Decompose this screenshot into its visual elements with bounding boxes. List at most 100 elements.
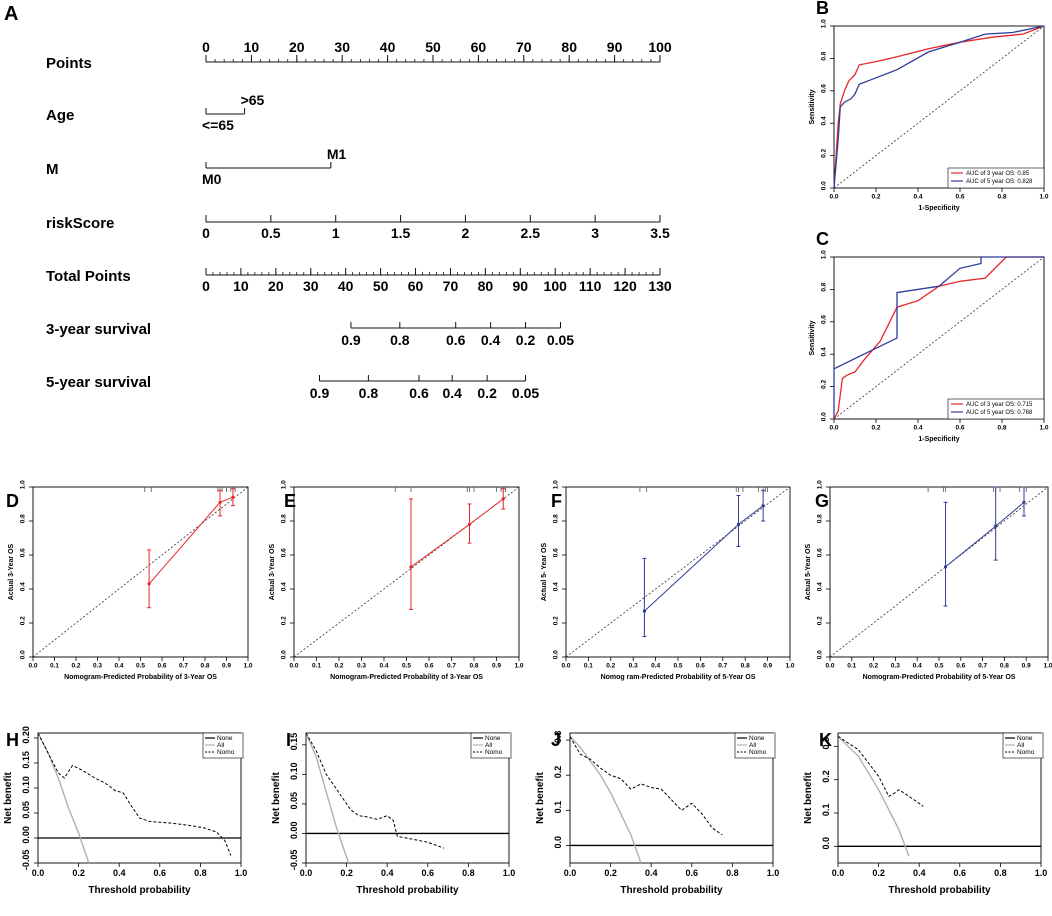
y-tick-label: 1.0 bbox=[20, 480, 27, 489]
x-tick-label: 0.6 bbox=[696, 663, 705, 670]
x-tick-label: 0.6 bbox=[424, 663, 433, 670]
y-axis-label: Actual 3-Year OS bbox=[8, 543, 15, 600]
y-axis-label: Actual 3-Year OS bbox=[269, 543, 276, 600]
x-tick-label: 0.9 bbox=[492, 663, 501, 670]
curve-area bbox=[838, 735, 1041, 857]
x-tick-label: 0.2 bbox=[606, 663, 615, 670]
x-tick-label: 0.0 bbox=[829, 425, 838, 432]
nomo-tick-label: 0.8 bbox=[390, 332, 410, 348]
ideal-line bbox=[293, 486, 520, 658]
x-axis-label: Nomogram-Predicted Probability of 3-Year… bbox=[330, 674, 483, 681]
calibration-point bbox=[1022, 500, 1026, 504]
nomo-tick-label: 30 bbox=[334, 39, 350, 55]
roc-curve-blue bbox=[833, 256, 1044, 419]
y-tick-label: 0.4 bbox=[553, 582, 560, 591]
x-tick-label: 0.4 bbox=[381, 868, 394, 878]
y-tick-label: 0.1 bbox=[821, 804, 831, 817]
decision-panel-H: H 0.0 0.2 0.4 0.6 0.8 1.0 -0.05 0.00 0.05 0.10 0.15… bbox=[3, 726, 247, 896]
roc-curve-blue bbox=[833, 25, 1045, 189]
nomo-tick-label: 0.2 bbox=[516, 332, 536, 348]
y-tick-label: 0.15 bbox=[289, 733, 299, 751]
x-tick-label: 0.2 bbox=[871, 194, 880, 201]
y-axis-label: Actual 5- Year OS bbox=[541, 543, 548, 602]
x-tick-label: 0.0 bbox=[561, 663, 570, 670]
y-axis-label: Sensitivity bbox=[809, 320, 816, 355]
x-tick-label: 0.0 bbox=[300, 868, 313, 878]
nomo-tick-label: 2 bbox=[462, 225, 470, 241]
nomo-row-label: Points bbox=[46, 55, 92, 72]
x-tick-label: 0.2 bbox=[871, 425, 880, 432]
y-tick-label: 0.2 bbox=[553, 766, 563, 779]
nomo-tick-label: 1.5 bbox=[391, 225, 411, 241]
nomo-row-label: 3-year survival bbox=[46, 321, 151, 338]
y-tick-label: 0.0 bbox=[821, 181, 828, 190]
reference-diagonal bbox=[833, 256, 1045, 420]
decision-panel-I: I 0.0 0.2 0.4 0.6 0.8 1.0 -0.05 0.00 0.05 0.10 0.15… bbox=[271, 730, 515, 896]
nomo-tick-label: 40 bbox=[380, 39, 396, 55]
x-axis-label: Threshold probability bbox=[620, 885, 723, 896]
y-tick-label: 0.2 bbox=[821, 379, 828, 388]
panel-label-J: J bbox=[551, 730, 561, 750]
panel-label-I: I bbox=[286, 730, 291, 750]
x-tick-label: 0.7 bbox=[718, 663, 727, 670]
y-tick-label: 0.6 bbox=[821, 84, 828, 93]
curve-area bbox=[38, 733, 241, 863]
x-tick-label: 0.8 bbox=[462, 868, 475, 878]
legend-label: All bbox=[1017, 742, 1025, 749]
y-tick-label: 0.0 bbox=[281, 650, 288, 659]
panel-label-B: B bbox=[816, 0, 829, 18]
y-tick-label: 0.05 bbox=[21, 801, 31, 819]
nomogram-curve bbox=[38, 733, 232, 856]
nomo-tick-label: 70 bbox=[443, 278, 459, 294]
nomogram-curve bbox=[838, 735, 924, 807]
panel-label-E: E bbox=[284, 491, 296, 511]
nomogram-curve bbox=[570, 736, 723, 836]
y-tick-label: 0.00 bbox=[21, 826, 31, 844]
nomo-tick-label: 0.2 bbox=[477, 385, 497, 401]
x-tick-label: 0.3 bbox=[357, 663, 366, 670]
nomo-tick-label: 80 bbox=[478, 278, 494, 294]
curve-area bbox=[570, 736, 773, 863]
nomo-level-label: M1 bbox=[327, 146, 347, 162]
nomogram-curve bbox=[306, 733, 445, 849]
panel-label-F: F bbox=[551, 491, 562, 511]
plot-frame bbox=[833, 25, 1045, 189]
nomo-row-label: M bbox=[46, 161, 59, 178]
all-curve bbox=[838, 735, 910, 857]
nomo-tick-label: 2.5 bbox=[521, 225, 541, 241]
decision-panel-K: K 0.0 0.2 0.4 0.6 0.8 1.0 0.0 0.1 0.2 0.3 Threshold… bbox=[803, 730, 1047, 896]
legend-label: AUC of 3 year OS: 0.715 bbox=[966, 402, 1033, 408]
nomo-tick-label: 60 bbox=[408, 278, 424, 294]
x-tick-label: 1.0 bbox=[243, 663, 252, 670]
x-tick-label: 1.0 bbox=[785, 663, 794, 670]
nomo-tick-label: 130 bbox=[648, 278, 672, 294]
calibration-point bbox=[231, 495, 235, 499]
x-tick-label: 0.6 bbox=[686, 868, 699, 878]
nomo-level-label: >65 bbox=[241, 92, 265, 108]
x-tick-label: 0.4 bbox=[379, 663, 388, 670]
x-tick-label: 1.0 bbox=[1043, 663, 1052, 670]
calibration-line bbox=[945, 501, 1025, 568]
y-tick-label: 0.2 bbox=[821, 148, 828, 157]
calibration-point bbox=[642, 609, 647, 613]
plot-frame bbox=[837, 732, 1042, 864]
x-tick-label: 0.5 bbox=[136, 663, 145, 670]
x-tick-label: 1.0 bbox=[514, 663, 523, 670]
nomo-tick-label: 0.6 bbox=[409, 385, 429, 401]
y-tick-label: 0.8 bbox=[553, 514, 560, 523]
nomo-tick-label: 0.4 bbox=[442, 385, 462, 401]
calibration-panel-F: F 0.0 0.1 0.2 0.3 0.4 0.5 0.6 0.7 0.8 0.9 1.0 0.0 0.2… bbox=[541, 480, 795, 681]
nomo-tick-label: 60 bbox=[471, 39, 487, 55]
y-tick-label: 0.3 bbox=[821, 737, 831, 750]
nomo-tick-label: 0.05 bbox=[547, 332, 574, 348]
x-tick-label: 0.3 bbox=[93, 663, 102, 670]
x-tick-label: 0.1 bbox=[312, 663, 321, 670]
y-tick-label: 0.2 bbox=[281, 616, 288, 625]
x-tick-label: 0.5 bbox=[673, 663, 682, 670]
nomo-tick-label: 0.9 bbox=[341, 332, 361, 348]
y-tick-label: 1.0 bbox=[817, 480, 824, 489]
x-tick-label: 0.7 bbox=[447, 663, 456, 670]
calibration-line bbox=[644, 505, 764, 612]
y-tick-label: 0.0 bbox=[553, 650, 560, 659]
